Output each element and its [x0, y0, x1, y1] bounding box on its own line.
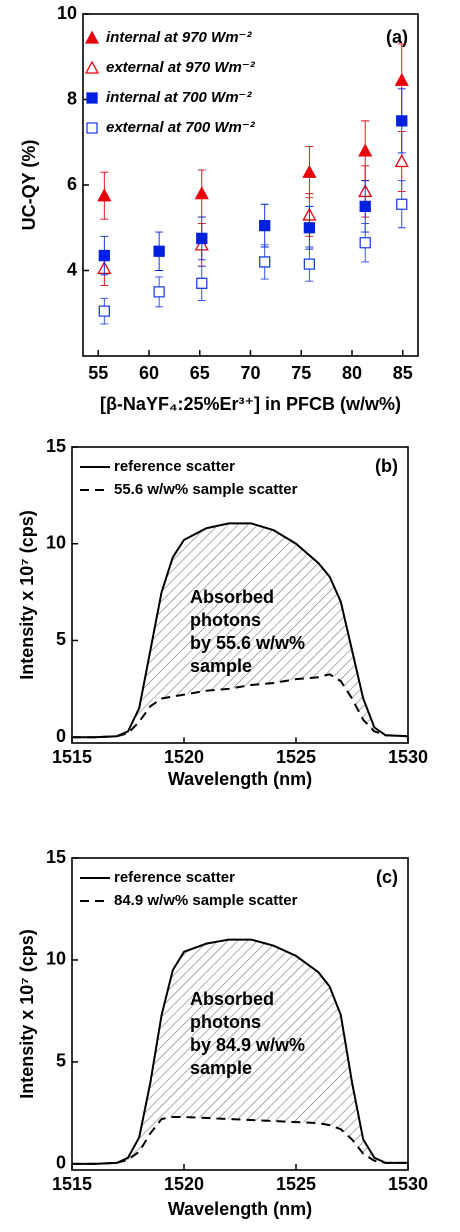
data-point — [303, 258, 316, 270]
y-tick-label: 0 — [56, 1153, 66, 1173]
plot-frame — [71, 857, 409, 1171]
y-tick-label: 8 — [67, 88, 77, 108]
y-axis-label: UC-QY (%) — [19, 140, 39, 231]
data-point — [259, 256, 271, 268]
annotation: by 55.6 w/w% — [190, 633, 305, 653]
annotation: Absorbed — [190, 587, 274, 607]
y-tick-label: 4 — [67, 259, 77, 279]
series-line — [72, 1115, 408, 1165]
y-axis-label: Intensity x 10⁷ (cps) — [17, 510, 37, 679]
x-tick-label: 85 — [393, 363, 413, 383]
hatched-area — [72, 939, 408, 1164]
series-line — [72, 938, 408, 1165]
x-tick-label: 1515 — [52, 747, 92, 767]
y-tick-label: 0 — [56, 726, 66, 746]
x-tick-label: 55 — [88, 363, 108, 383]
series-line — [72, 522, 409, 739]
annotation: Absorbed — [190, 989, 274, 1009]
data-point — [196, 232, 208, 245]
legend-symbol — [86, 92, 98, 104]
x-tick-label: 1515 — [52, 1174, 92, 1194]
x-tick-label: 60 — [139, 363, 159, 383]
x-tick-label: 1530 — [388, 747, 428, 767]
legend-entry: internal at 700 Wm⁻² — [86, 89, 252, 106]
plot-frame — [71, 446, 409, 744]
annotation: photons — [190, 1012, 261, 1032]
legend-symbol — [84, 30, 100, 44]
x-axis-label: Wavelength (nm) — [168, 769, 312, 789]
x-tick-label: 1520 — [164, 747, 204, 767]
data-point — [359, 200, 371, 213]
y-tick-label: 15 — [46, 847, 66, 867]
data-point — [303, 222, 316, 234]
annotation: photons — [190, 610, 261, 630]
legend-label: external at 700 Wm⁻² — [106, 119, 256, 136]
y-tick-label: 10 — [46, 532, 66, 552]
legend-entry: external at 700 Wm⁻² — [86, 119, 256, 136]
data-point — [196, 277, 208, 289]
x-tick-label: 1520 — [164, 1174, 204, 1194]
mask-area — [72, 674, 408, 738]
legend-symbol — [86, 122, 98, 134]
x-tick-label: 70 — [240, 363, 260, 383]
data-point — [396, 115, 408, 127]
data-point — [259, 219, 271, 232]
y-tick-label: 15 — [46, 436, 66, 456]
x-axis-label: Wavelength (nm) — [168, 1199, 312, 1219]
data-point — [98, 249, 110, 262]
legend-label: 84.9 w/w% sample scatter — [114, 892, 298, 909]
data-point — [394, 72, 409, 86]
legend-label: external at 970 Wm⁻² — [106, 59, 256, 76]
legend-label: 55.6 w/w% sample scatter — [114, 481, 298, 498]
legend-label: reference scatter — [114, 458, 235, 475]
panel: 1515 1520 1525 1530 0 5 10 15 Wavelength (nm) Int… — [17, 847, 428, 1219]
y-tick-label: 10 — [46, 949, 66, 969]
x-tick-label: 1530 — [388, 1174, 428, 1194]
legend-entry: external at 970 Wm⁻² — [84, 59, 256, 76]
panel: 55 60 65 70 75 80 85 4 6 8 10 [β-NaYF₄:25%Er³⁺] in … — [19, 3, 419, 414]
annotation: sample — [190, 1058, 252, 1078]
data-point — [396, 198, 408, 210]
annotation: by 84.9 w/w% — [190, 1035, 305, 1055]
panel-label: (a) — [386, 27, 408, 47]
x-tick-label: 1525 — [276, 747, 316, 767]
legend-label: reference scatter — [114, 869, 235, 886]
data-point — [358, 143, 373, 157]
data-point — [194, 186, 209, 200]
panel-label: (b) — [375, 456, 398, 476]
data-point — [359, 237, 371, 249]
plot-frame — [82, 13, 419, 357]
panel-label: (c) — [376, 867, 398, 887]
data-point — [394, 154, 409, 168]
data-point — [302, 164, 317, 178]
legend-entry: 55.6 w/w% sample scatter — [80, 481, 298, 498]
legend-entry: reference scatter — [80, 869, 235, 886]
x-tick-label: 65 — [190, 363, 210, 383]
x-tick-label: 1525 — [276, 1174, 316, 1194]
data-point — [97, 188, 112, 202]
x-axis-label: [β-NaYF₄:25%Er³⁺] in PFCB (w/w%) — [100, 394, 401, 414]
data-point — [153, 286, 165, 298]
legend-entry: 84.9 w/w% sample scatter — [80, 892, 298, 909]
y-tick-label: 10 — [57, 3, 77, 23]
data-point — [153, 245, 165, 257]
y-axis-label: Intensity x 10⁷ (cps) — [17, 929, 37, 1098]
mask-area — [72, 1116, 408, 1164]
x-tick-label: 75 — [291, 363, 311, 383]
x-tick-label: 80 — [342, 363, 362, 383]
legend-label: internal at 700 Wm⁻² — [106, 89, 252, 106]
y-tick-label: 5 — [56, 1051, 66, 1071]
annotation: sample — [190, 656, 252, 676]
series-line — [72, 673, 409, 739]
legend-entry: internal at 970 Wm⁻² — [84, 29, 252, 46]
y-tick-label: 6 — [67, 174, 77, 194]
legend-label: internal at 970 Wm⁻² — [106, 29, 252, 46]
y-tick-label: 5 — [56, 629, 66, 649]
panel: 1515 1520 1525 1530 0 5 10 15 Wavelength (nm) Int… — [17, 436, 428, 789]
data-point — [98, 305, 110, 317]
legend-symbol — [84, 60, 100, 74]
legend-entry: reference scatter — [80, 458, 235, 475]
